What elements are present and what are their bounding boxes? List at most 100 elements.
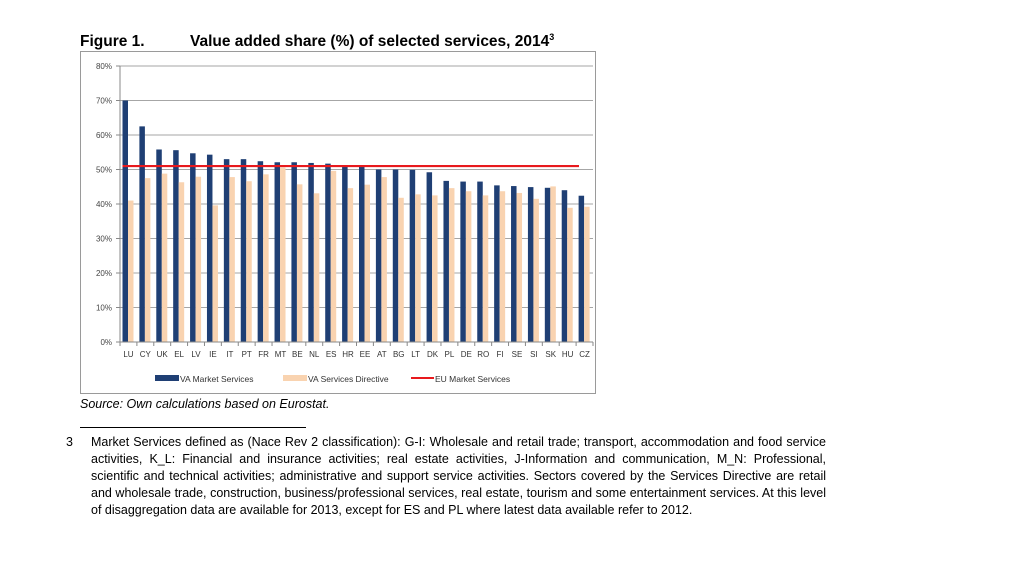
bar-directive-hu	[567, 207, 573, 342]
legend-swatch-market	[155, 375, 179, 381]
bar-market-at	[375, 169, 382, 342]
x-tick-label: FI	[497, 350, 504, 359]
y-tick-label: 20%	[96, 269, 112, 278]
bar-market-ee	[359, 166, 365, 342]
legend-label-eu: EU Market Services	[435, 374, 510, 384]
y-tick-label: 50%	[96, 166, 112, 175]
footnote-number: 3	[66, 435, 73, 449]
x-tick-label: UK	[157, 350, 169, 359]
bar-directive-sk	[550, 186, 556, 342]
bar-market-uk	[156, 149, 162, 342]
x-tick-label: PL	[445, 350, 455, 359]
x-axis	[119, 341, 594, 346]
bar-directive-hr	[347, 188, 354, 342]
bar-market-es	[325, 163, 331, 342]
footnote-reference: 3	[549, 32, 555, 42]
x-tick-label: ES	[326, 350, 337, 359]
bar-directive-cy	[144, 178, 151, 342]
bars	[122, 100, 590, 342]
bar-directive-at	[381, 177, 387, 342]
x-tick-label: DK	[427, 350, 439, 359]
x-tick-label: IT	[226, 350, 233, 359]
bar-market-pl	[443, 180, 449, 342]
bar-directive-fr	[263, 174, 269, 342]
x-tick-label: MT	[275, 350, 287, 359]
bar-market-bg	[392, 169, 399, 342]
bar-directive-lv	[195, 176, 202, 342]
chart-frame: 0% 10% 20% 30% 40% 50% 60% 70% 80% LU CY UK EL LV IE I…	[80, 51, 596, 394]
x-tick-label: AT	[377, 350, 387, 359]
x-tick-label: HU	[562, 350, 574, 359]
bar-chart: 0% 10% 20% 30% 40% 50% 60% 70% 80% LU CY UK EL LV IE I…	[96, 62, 594, 384]
x-tick-label: DE	[461, 350, 472, 359]
x-tick-label: PT	[242, 350, 252, 359]
x-axis-labels: LU CY UK EL LV IE IT PT FR MT BE NL ES HR EE AT BG LT DK PL…	[123, 350, 590, 359]
bar-market-fi	[494, 185, 500, 342]
bar-market-ro	[477, 181, 483, 342]
bar-market-sk	[544, 187, 551, 342]
bar-market-hu	[561, 190, 568, 342]
bar-directive-pl	[448, 188, 455, 342]
bar-directive-be	[296, 184, 303, 342]
bar-market-it	[223, 159, 230, 342]
x-tick-label: LT	[411, 350, 420, 359]
bar-directive-lt	[415, 194, 421, 342]
x-tick-label: SI	[530, 350, 538, 359]
legend-label-directive: VA Services Directive	[308, 374, 389, 384]
bar-directive-it	[229, 177, 235, 342]
bar-directive-mt	[280, 167, 286, 342]
bar-market-lt	[409, 169, 416, 342]
bar-directive-se	[516, 192, 523, 342]
x-tick-label: RO	[477, 350, 489, 359]
footnote-text: Market Services defined as (Nace Rev 2 c…	[91, 435, 826, 517]
bar-directive-cz	[584, 206, 590, 342]
y-tick-label: 10%	[96, 304, 112, 313]
bar-directive-ie	[212, 205, 218, 342]
y-tick-label: 70%	[96, 97, 112, 106]
bar-directive-ro	[482, 195, 489, 342]
bar-directive-dk	[432, 195, 438, 342]
bar-market-se	[511, 186, 517, 342]
y-tick-label: 0%	[100, 338, 112, 347]
figure-title-text: Value added share (%) of selected servic…	[190, 33, 550, 51]
bar-directive-de	[465, 191, 472, 342]
bar-market-pt	[240, 159, 247, 342]
footnote-divider	[80, 427, 306, 428]
x-tick-label: EE	[360, 350, 371, 359]
x-tick-label: NL	[309, 350, 320, 359]
bar-market-ie	[206, 154, 213, 342]
bar-market-nl	[308, 162, 314, 342]
legend: VA Market Services VA Services Directive…	[155, 374, 510, 384]
x-tick-label: SK	[545, 350, 556, 359]
bar-market-lu	[122, 100, 128, 342]
bar-directive-el	[178, 182, 185, 342]
bar-market-de	[460, 181, 466, 342]
bar-directive-ee	[364, 184, 370, 342]
x-tick-label: FR	[258, 350, 269, 359]
bar-market-hr	[342, 166, 348, 342]
figure-number: Figure 1.	[80, 33, 145, 51]
bar-market-el	[173, 150, 179, 342]
bar-market-fr	[257, 161, 264, 342]
bar-market-dk	[426, 172, 433, 342]
x-tick-label: IE	[209, 350, 217, 359]
y-tick-label: 80%	[96, 62, 112, 71]
bar-directive-lu	[128, 200, 134, 342]
x-tick-label: BG	[393, 350, 405, 359]
footnote: 3 Market Services defined as (Nace Rev 2…	[66, 434, 826, 519]
legend-label-market: VA Market Services	[180, 374, 254, 384]
bar-directive-si	[533, 198, 539, 342]
bar-directive-bg	[398, 197, 404, 342]
source-note: Source: Own calculations based on Eurost…	[80, 397, 330, 411]
bar-directive-es	[330, 170, 337, 342]
bar-market-be	[291, 162, 297, 342]
x-tick-label: SE	[512, 350, 523, 359]
y-tick-label: 60%	[96, 131, 112, 140]
x-tick-label: HR	[342, 350, 354, 359]
y-tick-label: 40%	[96, 200, 112, 209]
bar-directive-nl	[313, 193, 320, 342]
y-tick-label: 30%	[96, 235, 112, 244]
x-tick-label: BE	[292, 350, 303, 359]
x-tick-label: LV	[191, 350, 201, 359]
x-tick-label: LU	[123, 350, 133, 359]
